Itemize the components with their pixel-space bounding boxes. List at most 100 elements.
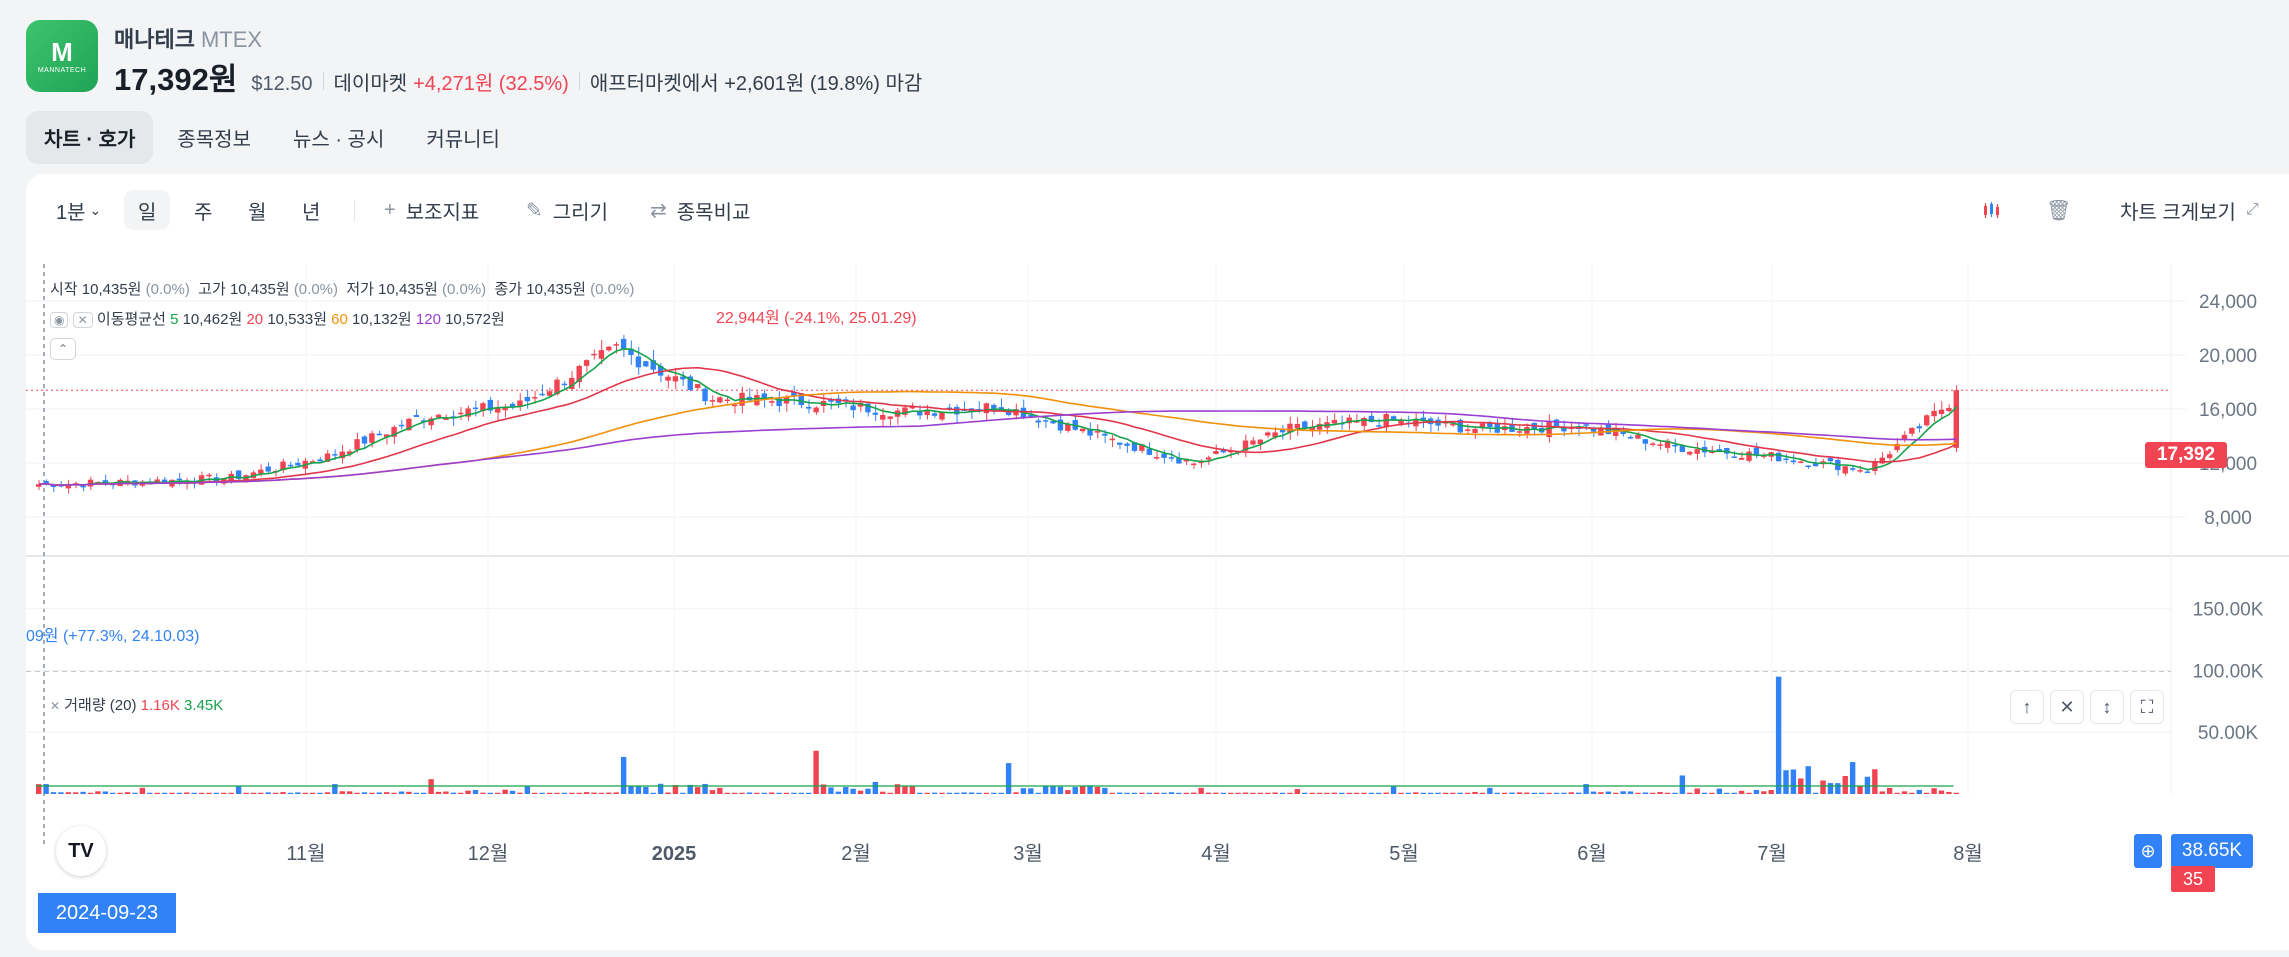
volume-bar bbox=[1139, 792, 1145, 794]
candle-body bbox=[1953, 390, 1959, 448]
volume-bar bbox=[539, 792, 545, 794]
volume-bar bbox=[332, 784, 338, 794]
remove-pane-button[interactable]: ✕ bbox=[2050, 690, 2084, 724]
volume-bar bbox=[672, 785, 679, 794]
candle-body bbox=[1946, 407, 1952, 412]
volume-bar bbox=[894, 784, 901, 794]
volume-bar bbox=[1079, 785, 1086, 794]
candle-body bbox=[1849, 468, 1856, 470]
volume-bar bbox=[443, 791, 449, 794]
candle-body bbox=[258, 469, 264, 474]
tab-chart[interactable]: 차트 · 호가 bbox=[26, 111, 154, 164]
compare-button[interactable]: ⇄ 종목비교 bbox=[650, 190, 750, 230]
candle-body bbox=[865, 403, 871, 413]
volume-bar bbox=[1679, 775, 1686, 794]
candle-body bbox=[391, 426, 397, 437]
candle-body bbox=[1746, 451, 1752, 461]
indicator-button[interactable]: + 보조지표 bbox=[384, 190, 479, 230]
candle-body bbox=[509, 403, 516, 407]
fullscreen-button[interactable]: 차트 크게보기 ⤢ bbox=[2120, 190, 2259, 230]
volume-bar bbox=[1872, 769, 1878, 794]
add-alert-button[interactable]: ⊕ bbox=[2134, 834, 2162, 868]
volume-bar bbox=[694, 787, 701, 794]
volume-bar bbox=[1057, 786, 1064, 794]
close-icon[interactable]: ✕ bbox=[72, 312, 93, 328]
volume-bar bbox=[1191, 792, 1197, 794]
candle-body bbox=[1057, 419, 1064, 431]
day-market-change: +4,271원 (32.5%) bbox=[413, 73, 569, 95]
candle-body bbox=[620, 338, 627, 350]
candle-body bbox=[1487, 422, 1493, 428]
candle-body bbox=[1116, 442, 1123, 445]
volume-bar bbox=[1886, 787, 1893, 794]
ma120-line bbox=[38, 410, 1957, 486]
volume-bar bbox=[1487, 787, 1493, 794]
candle-body bbox=[43, 480, 49, 484]
candle-body bbox=[1857, 470, 1863, 472]
volume-bar bbox=[1427, 792, 1434, 794]
volume-bar bbox=[369, 792, 375, 794]
move-up-button[interactable]: ↑ bbox=[2010, 690, 2044, 724]
time-axis-label: 4월 bbox=[1201, 842, 1231, 865]
period-day[interactable]: 일 bbox=[124, 190, 171, 230]
candle-body bbox=[909, 406, 916, 409]
collapse-legend-button[interactable]: ⌃ bbox=[50, 338, 76, 360]
price-chart[interactable]: 24,00020,00016,00012,0008,000150.00K100.… bbox=[26, 264, 2289, 950]
candle-body bbox=[1879, 457, 1885, 464]
candle-body bbox=[828, 398, 834, 402]
volume-bar bbox=[324, 792, 331, 794]
eye-icon[interactable]: ◉ bbox=[50, 312, 69, 328]
tab-community[interactable]: 커뮤니티 bbox=[426, 129, 500, 151]
volume-bar bbox=[1901, 791, 1908, 794]
candle-body bbox=[1938, 409, 1945, 415]
volume-legend: ✕ 거래량 (20) 1.16K 3.45K bbox=[50, 694, 223, 715]
collapse-pane-button[interactable]: ↕ bbox=[2090, 690, 2124, 724]
tab-news[interactable]: 뉴스 · 공시 bbox=[292, 129, 385, 151]
draw-button[interactable]: ✎ 그리기 bbox=[526, 190, 608, 230]
logo-mark: M bbox=[51, 36, 73, 67]
period-month[interactable]: 월 bbox=[248, 201, 267, 224]
candle-body bbox=[1042, 420, 1049, 422]
volume-bar bbox=[169, 792, 175, 794]
volume-bar bbox=[1368, 792, 1375, 794]
candle-body bbox=[1561, 428, 1567, 432]
tradingview-logo[interactable]: TV bbox=[56, 826, 106, 876]
delete-button[interactable]: 🗑 bbox=[2046, 190, 2071, 230]
volume-bar bbox=[917, 792, 923, 794]
maximize-pane-button[interactable]: ⛶ bbox=[2130, 690, 2164, 724]
volume-bar bbox=[724, 792, 730, 794]
volume-bar bbox=[1657, 792, 1663, 794]
close-icon[interactable]: ✕ bbox=[50, 699, 61, 713]
candle-body bbox=[1205, 457, 1212, 460]
volume-bar bbox=[176, 792, 183, 794]
period-year[interactable]: 년 bbox=[302, 201, 321, 224]
tab-stock-info[interactable]: 종목정보 bbox=[177, 129, 251, 151]
stock-title: 매나테크 MTEX bbox=[114, 22, 262, 54]
volume-bar bbox=[1516, 792, 1523, 794]
volume-bar bbox=[102, 791, 109, 794]
plus-circle-icon: ⊕ bbox=[2140, 840, 2156, 861]
chart-type-button[interactable] bbox=[1982, 190, 2002, 230]
volume-bar bbox=[1413, 792, 1419, 794]
volume-bar bbox=[1242, 792, 1249, 794]
volume-bar bbox=[546, 792, 553, 794]
volume-bar bbox=[258, 792, 264, 794]
volume-bar bbox=[1094, 786, 1101, 794]
trash-icon: 🗑 bbox=[2046, 199, 2072, 222]
volume-bar bbox=[1228, 792, 1234, 794]
candle-body bbox=[709, 400, 716, 402]
candle-body bbox=[1798, 461, 1804, 463]
volume-bar bbox=[1716, 788, 1723, 794]
volume-bar bbox=[450, 792, 457, 794]
interval-select[interactable]: 1분 ⌄ bbox=[56, 190, 101, 230]
period-week[interactable]: 주 bbox=[194, 201, 213, 224]
volume-bar bbox=[1746, 792, 1752, 794]
volume-bar bbox=[954, 792, 960, 794]
low-value: 10,435원 bbox=[378, 281, 438, 298]
volume-bar bbox=[561, 792, 568, 794]
candle-body bbox=[532, 397, 538, 399]
volume-bar bbox=[1405, 792, 1412, 794]
volume-bar bbox=[1494, 792, 1500, 794]
chart-panel: 1분 ⌄ 일 주 월 년 + 보조지표 ✎ 그리기 ⇄ 종목비교 🗑 차트 크게… bbox=[26, 174, 2289, 950]
volume-bar bbox=[1620, 791, 1626, 794]
